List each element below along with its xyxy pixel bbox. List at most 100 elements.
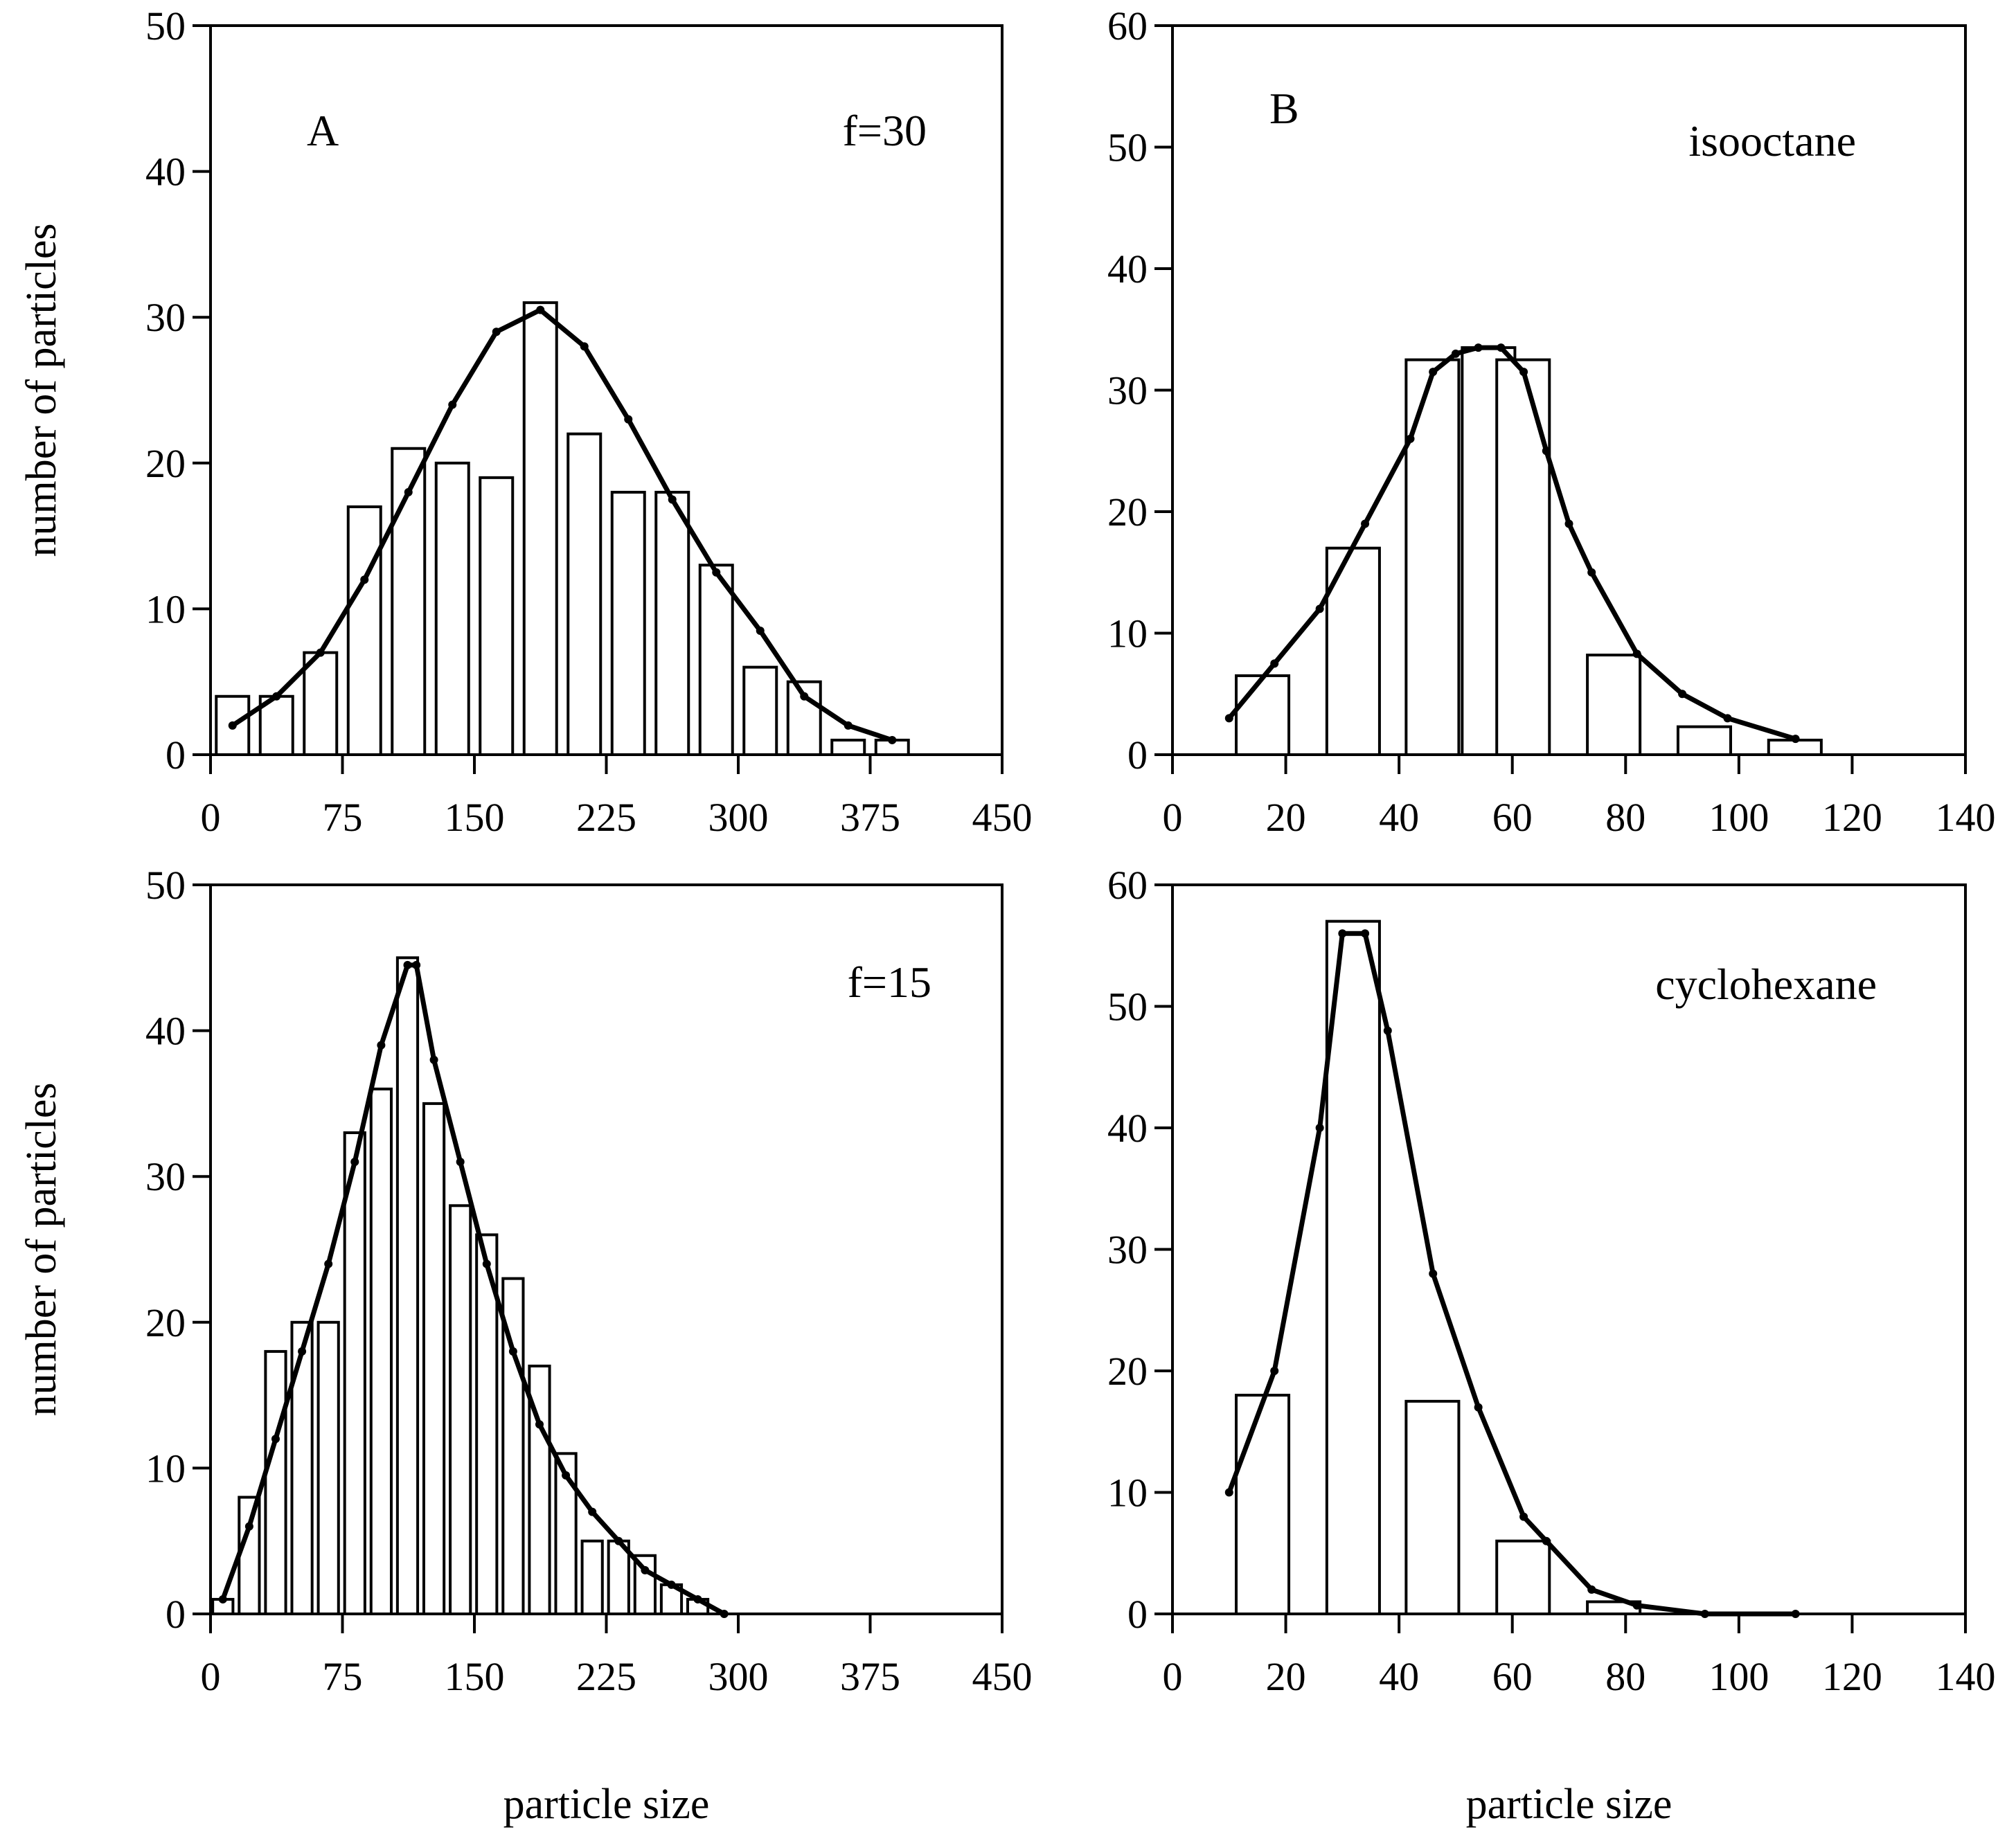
x-axis-title-bottom-right: particle size [1466, 1781, 1672, 1828]
y-tick-label-top-right-1: 10 [1107, 611, 1148, 656]
fit-point-top-right-2 [1315, 604, 1324, 613]
fit-point-bottom-left-8 [412, 960, 421, 969]
fit-point-bottom-left-20 [720, 1610, 729, 1618]
fit-point-top-left-15 [888, 735, 897, 744]
fit-point-top-right-14 [1678, 690, 1687, 699]
fit-point-top-right-6 [1451, 349, 1460, 358]
fit-curve-bottom-right [1226, 931, 1799, 1617]
fit-point-bottom-left-13 [535, 1420, 544, 1429]
bar-top-left-8 [567, 432, 603, 756]
fit-point-top-right-11 [1564, 519, 1573, 528]
annotation-bottom-left: f=15 [848, 958, 931, 1007]
fit-point-bottom-right-8 [1519, 1512, 1528, 1521]
fit-point-bottom-left-7 [403, 960, 412, 969]
fit-point-top-left-5 [448, 400, 457, 409]
fit-point-top-right-15 [1723, 714, 1732, 723]
x-tick-label-bottom-right-1: 20 [1266, 1654, 1306, 1699]
y-tick-label-bottom-right-5: 50 [1107, 985, 1148, 1030]
y-tick-label-bottom-right-0: 0 [1127, 1592, 1148, 1637]
y-tick-label-bottom-left-0: 0 [166, 1592, 186, 1637]
y-tick-label-top-left-3: 30 [145, 295, 186, 340]
fit-point-bottom-right-11 [1632, 1601, 1641, 1610]
y-tick-label-top-left-2: 20 [145, 441, 186, 486]
y-tick-label-top-right-3: 30 [1107, 368, 1148, 413]
x-tick-label-top-right-3: 60 [1492, 795, 1533, 840]
panel-bottom-right: 0 20 40 60 80 100 120 140 0 10 20 30 40 50 60 cyclohexa… [1107, 863, 1996, 1828]
x-tick-label-bottom-left-4: 300 [708, 1654, 769, 1699]
panel-label-top-right: B [1269, 84, 1299, 133]
y-tick-label-bottom-right-1: 10 [1107, 1471, 1148, 1516]
fit-point-bottom-right-3 [1338, 929, 1347, 938]
x-tick-label-top-right-0: 0 [1163, 795, 1183, 840]
x-tick-label-bottom-right-7: 140 [1936, 1654, 1996, 1699]
fit-point-top-left-11 [712, 568, 721, 577]
fit-point-bottom-right-6 [1429, 1269, 1438, 1278]
fit-point-top-right-7 [1474, 343, 1483, 352]
bar-top-right-5 [1586, 654, 1642, 757]
fit-point-top-left-10 [668, 495, 677, 504]
y-tick-label-bottom-left-2: 20 [145, 1300, 186, 1345]
panel-top-left: 0 75 150 225 300 375 450 0 10 20 30 40 50 A f=30 number… [18, 3, 1033, 840]
y-tick-label-bottom-right-3: 30 [1107, 1228, 1148, 1273]
x-tick-label-bottom-left-5: 375 [840, 1654, 900, 1699]
fit-point-bottom-right-12 [1700, 1610, 1709, 1618]
x-tick-label-top-left-6: 450 [972, 795, 1033, 840]
x-tick-label-top-left-3: 225 [576, 795, 636, 840]
fit-point-bottom-left-0 [218, 1595, 227, 1604]
x-tick-label-top-left-1: 75 [323, 795, 363, 840]
x-tick-label-top-right-1: 20 [1266, 795, 1306, 840]
y-tick-label-top-left-1: 10 [145, 586, 186, 631]
fit-point-top-right-10 [1542, 447, 1551, 456]
y-tick-label-bottom-left-3: 30 [145, 1154, 186, 1199]
annotation-top-left: f=30 [843, 106, 927, 155]
panel-bottom-left: 0 75 150 225 300 375 450 0 10 20 30 40 50 f=15 number … [18, 863, 1033, 1828]
fit-point-bottom-right-7 [1474, 1403, 1483, 1412]
y-axis-title-bottom-left: number of particles [18, 1082, 65, 1416]
fit-point-top-right-5 [1429, 368, 1438, 377]
bar-bottom-left-2 [264, 1349, 287, 1616]
fit-point-bottom-left-16 [614, 1536, 623, 1545]
fit-point-top-left-1 [272, 692, 281, 701]
x-tick-label-top-right-6: 120 [1822, 795, 1882, 840]
fit-point-top-left-14 [844, 721, 853, 730]
x-tick-label-top-right-4: 80 [1605, 795, 1645, 840]
fit-point-bottom-right-9 [1542, 1536, 1551, 1545]
x-tick-label-bottom-right-6: 120 [1822, 1654, 1882, 1699]
fit-point-top-right-3 [1361, 519, 1370, 528]
fit-point-top-right-9 [1519, 368, 1528, 377]
fit-point-top-left-13 [800, 692, 809, 701]
y-tick-label-top-right-5: 50 [1107, 125, 1148, 170]
fit-point-bottom-left-14 [562, 1471, 571, 1480]
bar-top-right-4 [1495, 358, 1551, 756]
fit-point-top-right-16 [1791, 735, 1800, 744]
fit-point-top-right-13 [1632, 649, 1641, 658]
bar-top-left-7 [522, 301, 558, 756]
bar-bottom-left-6 [369, 1087, 393, 1615]
fit-point-top-right-8 [1497, 343, 1506, 352]
x-tick-label-top-right-5: 100 [1709, 795, 1769, 840]
fit-point-bottom-right-4 [1361, 929, 1370, 938]
x-tick-label-bottom-right-3: 60 [1492, 1654, 1533, 1699]
fit-point-top-right-1 [1270, 659, 1279, 668]
bar-top-left-9 [610, 490, 646, 756]
x-tick-label-top-left-2: 150 [445, 795, 505, 840]
x-tick-label-bottom-left-3: 225 [576, 1654, 636, 1699]
fit-point-bottom-left-2 [271, 1435, 280, 1444]
y-tick-label-top-left-4: 40 [145, 150, 186, 195]
fit-point-bottom-right-1 [1270, 1367, 1279, 1375]
x-tick-label-top-left-4: 300 [708, 795, 769, 840]
bar-bottom-left-1 [238, 1496, 261, 1616]
fit-curve-top-left [230, 307, 895, 743]
fit-point-top-right-12 [1587, 568, 1596, 577]
fit-point-bottom-left-3 [298, 1347, 307, 1356]
fit-point-bottom-right-10 [1587, 1585, 1596, 1594]
bar-bottom-left-14 [580, 1539, 604, 1615]
bar-top-left-2 [303, 651, 339, 757]
bar-top-right-0 [1235, 674, 1291, 756]
bar-top-left-11 [698, 564, 734, 756]
bar-bottom-left-3 [290, 1320, 314, 1616]
bar-top-left-6 [479, 476, 515, 756]
x-tick-label-bottom-left-6: 450 [972, 1654, 1033, 1699]
bar-bottom-left-4 [316, 1320, 340, 1616]
fit-point-top-left-4 [404, 487, 413, 496]
